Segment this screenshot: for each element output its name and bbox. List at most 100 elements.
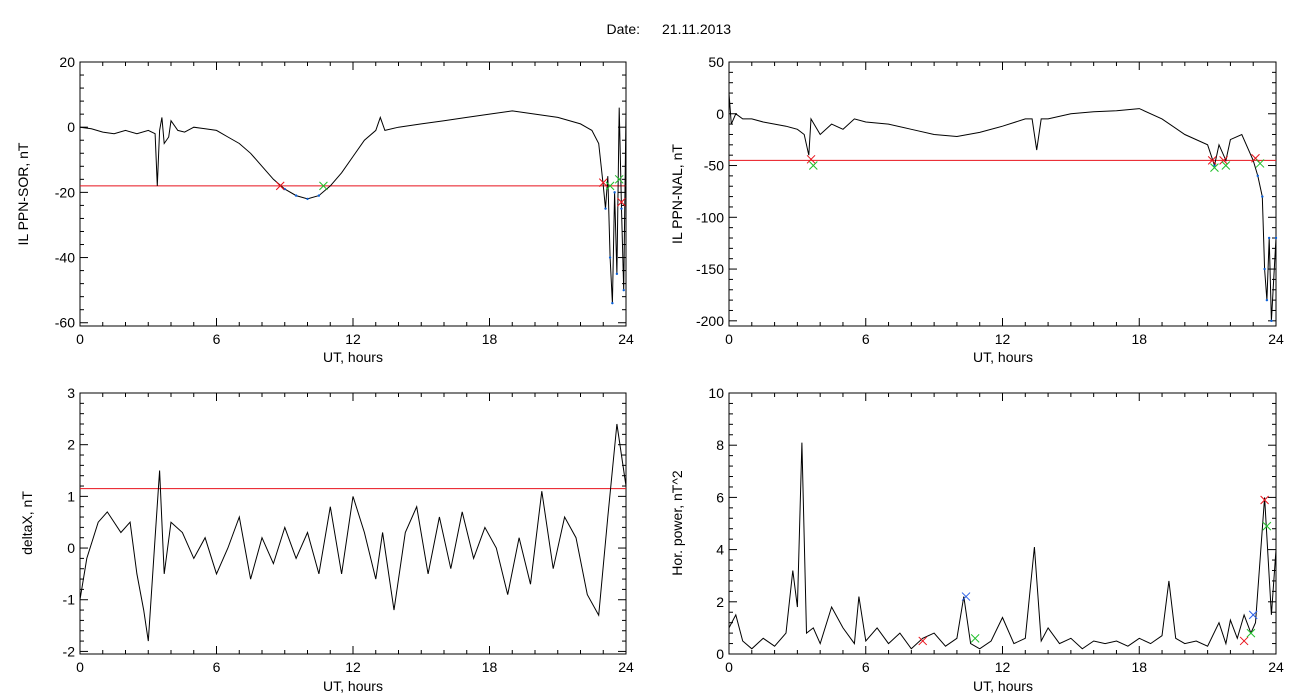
event-marker-stroke xyxy=(1251,153,1260,163)
event-marker xyxy=(1255,159,1265,168)
panel-deltax: deltaX, nT UT, hours 0 6 12 18 24 3 2 1 0 -1 -2 xyxy=(19,385,634,694)
y-tick-label: 3 xyxy=(67,385,75,401)
event-marker-stroke xyxy=(1246,628,1256,638)
event-marker-stroke xyxy=(1239,636,1249,646)
event-marker xyxy=(806,154,816,164)
y-tick-label: -60 xyxy=(55,315,75,331)
panel-deltax-ylabel: deltaX, nT xyxy=(19,491,35,555)
below-threshold-point xyxy=(613,191,616,194)
plot-frame xyxy=(728,61,1277,327)
panel-nal-xlabel: UT, hours xyxy=(973,349,1033,365)
event-marker xyxy=(1210,163,1219,172)
below-threshold-point xyxy=(1267,236,1271,240)
x-tick-label: 18 xyxy=(1131,659,1147,675)
y-tick-label: 50 xyxy=(708,54,724,70)
below-threshold-point xyxy=(611,301,614,305)
y-tick-label: 2 xyxy=(716,594,724,610)
x-tick-label: 0 xyxy=(76,659,84,675)
below-threshold-point xyxy=(1213,164,1216,167)
event-marker-stroke xyxy=(1221,161,1231,170)
x-tick-label: 24 xyxy=(1268,659,1284,675)
x-tick-label: 6 xyxy=(213,659,221,675)
event-marker-stroke xyxy=(319,181,328,191)
x-tick-label: 6 xyxy=(862,331,870,347)
x-tick-label: 6 xyxy=(213,331,221,347)
date-label: Date: xyxy=(607,21,640,37)
event-marker xyxy=(1260,495,1269,505)
event-marker xyxy=(1246,628,1256,638)
x-tick-label: 0 xyxy=(725,331,733,347)
x-tick-label: 12 xyxy=(995,659,1011,675)
data-series-line xyxy=(728,93,1277,321)
below-threshold-point xyxy=(1261,195,1264,198)
event-marker xyxy=(808,161,818,170)
y-tick-label: 10 xyxy=(708,385,724,401)
y-tick-label: 8 xyxy=(716,437,724,453)
event-marker-stroke xyxy=(1248,610,1258,620)
y-tick-label: -200 xyxy=(696,313,724,329)
event-marker xyxy=(1239,636,1249,646)
event-marker xyxy=(598,178,608,187)
y-tick-label: -2 xyxy=(63,643,76,659)
event-marker-stroke xyxy=(918,636,928,646)
data-series-line xyxy=(79,423,627,642)
plot-frame xyxy=(728,392,1277,655)
x-tick-label: 0 xyxy=(725,659,733,675)
event-marker xyxy=(617,197,626,207)
event-marker-stroke xyxy=(1210,163,1219,172)
event-marker-stroke xyxy=(1255,159,1265,168)
y-tick-label: -150 xyxy=(696,261,724,277)
y-tick-label: 4 xyxy=(716,542,724,558)
event-marker xyxy=(1219,155,1228,165)
below-threshold-point xyxy=(294,194,298,197)
x-tick-label: 18 xyxy=(482,659,498,675)
y-tick-label: -100 xyxy=(696,209,724,225)
y-tick-label: -50 xyxy=(704,158,724,174)
y-tick-label: -1 xyxy=(63,592,76,608)
event-marker xyxy=(614,174,624,184)
event-marker-stroke xyxy=(1262,521,1272,531)
x-tick-label: 24 xyxy=(1268,331,1284,347)
x-tick-label: 12 xyxy=(995,331,1011,347)
below-threshold-point xyxy=(604,207,607,210)
below-threshold-point xyxy=(622,288,625,292)
below-threshold-point xyxy=(317,194,321,197)
event-marker-stroke xyxy=(598,178,608,187)
panel-sor-ylabel: IL PPN-SOR, nT xyxy=(15,142,31,245)
x-tick-label: 18 xyxy=(482,331,498,347)
event-marker xyxy=(319,181,328,191)
y-tick-label: 0 xyxy=(716,106,724,122)
y-tick-label: -20 xyxy=(55,184,75,200)
x-tick-label: 24 xyxy=(618,659,634,675)
event-marker xyxy=(918,636,928,646)
x-tick-label: 12 xyxy=(345,331,361,347)
x-tick-label: 0 xyxy=(76,331,84,347)
plot-frame xyxy=(79,61,627,327)
y-tick-label: -40 xyxy=(55,250,75,266)
below-threshold-point xyxy=(615,272,619,276)
panel-nal-ylabel: IL PPN-NAL, nT xyxy=(669,144,685,244)
panel-sor-xlabel: UT, hours xyxy=(323,349,383,365)
event-marker-stroke xyxy=(1260,495,1269,505)
event-marker-stroke xyxy=(275,181,285,191)
y-tick-label: 0 xyxy=(67,540,75,556)
event-marker-stroke xyxy=(1219,155,1228,165)
x-tick-label: 6 xyxy=(862,659,870,675)
event-marker xyxy=(961,592,971,601)
event-marker-stroke xyxy=(961,592,971,601)
below-threshold-point xyxy=(1256,174,1259,178)
event-marker-stroke xyxy=(617,197,626,207)
event-marker-stroke xyxy=(808,161,818,170)
x-tick-label: 18 xyxy=(1131,331,1147,347)
event-marker xyxy=(970,633,980,643)
panel-deltax-xlabel: UT, hours xyxy=(323,678,383,694)
below-threshold-point xyxy=(1270,319,1273,323)
data-series-line xyxy=(79,107,627,304)
event-marker-stroke xyxy=(806,154,816,164)
event-marker xyxy=(1221,161,1231,170)
below-threshold-point xyxy=(1274,236,1278,240)
event-marker-stroke xyxy=(970,633,980,643)
panel-sor: IL PPN-SOR, nT UT, hours 0 6 12 18 24 20 0 -20 -… xyxy=(15,54,634,365)
below-threshold-point xyxy=(1265,298,1269,302)
